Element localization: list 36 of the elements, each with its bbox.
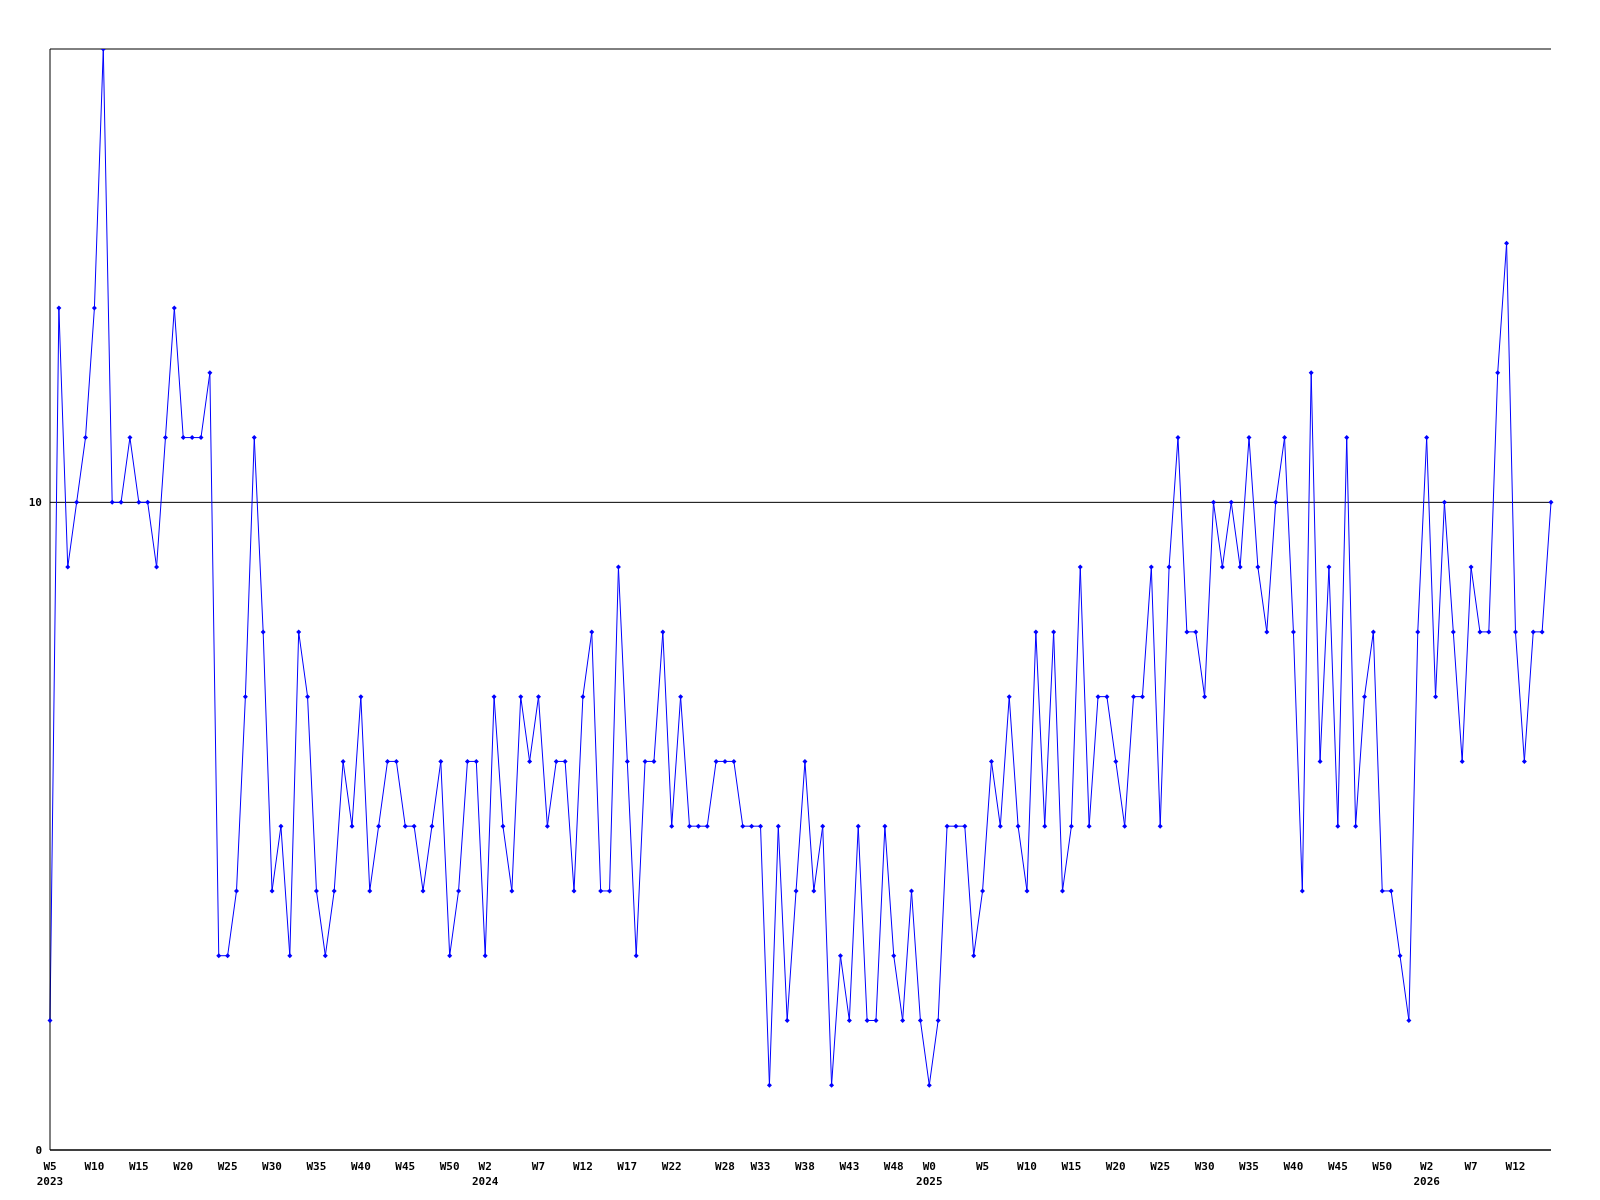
x-tick-label: W5 2023 [36,1160,64,1188]
x-tick-label: W43 [839,1160,860,1173]
x-tick-label: W12 [572,1160,593,1173]
x-tick-label: W50 [1372,1160,1393,1173]
x-tick-label: W45 [395,1160,416,1173]
x-tick-label: W2 2024 [471,1160,499,1188]
x-tick-label: W35 [306,1160,327,1173]
x-tick-label: W7 [1464,1160,1478,1173]
y-tick-label: 0 [35,1143,42,1157]
x-tick-label: W25 [1150,1160,1171,1173]
x-tick-label: W38 [795,1160,815,1173]
y-tick-label: 10 [28,496,42,510]
x-tick-label: W0 2025 [916,1160,943,1188]
x-tick-label: W50 [439,1160,460,1173]
x-tick-label: W10 [1017,1160,1037,1173]
x-tick-label: W28 [715,1160,735,1173]
x-tick-label: W30 [262,1160,282,1173]
x-tick-label: W40 [1283,1160,1304,1173]
x-tick-label: W2 2026 [1413,1160,1441,1188]
x-tick-label: W17 [617,1160,638,1173]
x-tick-label: W25 [217,1160,238,1173]
x-tick-label: W12 [1505,1160,1526,1173]
x-tick-label: W22 [661,1160,682,1173]
x-tick-label: W33 [750,1160,771,1173]
x-tick-label: W20 [173,1160,194,1173]
x-tick-label: W20 [1105,1160,1126,1173]
x-tick-label: W45 [1327,1160,1348,1173]
x-tick-label: W5 [975,1160,990,1173]
x-tick-label: W10 [84,1160,105,1173]
x-tick-label: W35 [1239,1160,1259,1173]
x-tick-label: W40 [350,1160,371,1173]
x-tick-label: W48 [883,1160,904,1173]
x-tick-label: W15 [1061,1160,1082,1173]
x-tick-label: W30 [1194,1160,1215,1173]
x-tick-label: W7 [531,1160,546,1173]
x-tick-label: W15 [128,1160,149,1173]
